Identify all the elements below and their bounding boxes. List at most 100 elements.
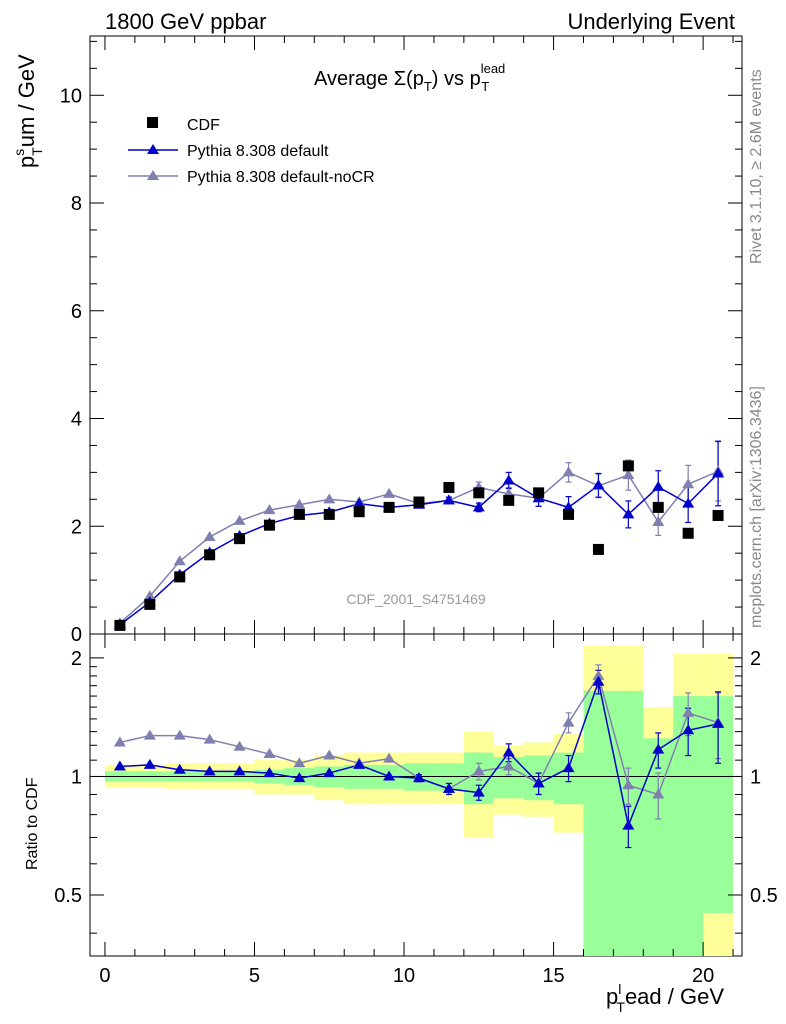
plot-title: Average Σ(pT) vs plead T: [314, 61, 505, 94]
ratio-ytick-label: 1: [71, 766, 82, 788]
ratio-ytick-label: 2: [71, 648, 82, 670]
main-ytick-label: 0: [71, 624, 82, 646]
ratio-point-triangle: [442, 782, 455, 793]
main-point-cdf: [652, 501, 664, 513]
main-point-triangle: [143, 590, 156, 601]
main-ytick-label: 4: [71, 409, 82, 431]
main-point-cdf: [174, 571, 186, 583]
main-axis-ticks: 0 2 4 6 8 10: [60, 36, 742, 646]
legend: CDF Pythia 8.308 default Pythia 8.308 de…: [128, 117, 375, 186]
main-point-triangle: [682, 478, 695, 489]
header-right-title: Underlying Event: [567, 9, 735, 34]
legend-marker-default: [147, 144, 159, 154]
main-point-triangle: [502, 474, 515, 485]
main-point-triangle: [562, 466, 575, 477]
main-series-layer: [113, 440, 725, 631]
main-point-triangle: [652, 515, 665, 526]
legend-label-default: Pythia 8.308 default: [187, 143, 329, 160]
main-point-triangle: [263, 504, 276, 515]
ratio-series-layer: [113, 664, 725, 849]
ratio-point-triangle: [712, 717, 725, 728]
ratio-point-triangle: [293, 757, 306, 768]
ratio-xlabel: pl Tead / GeV: [606, 981, 724, 1015]
main-point-triangle: [233, 514, 246, 525]
ratio-point-triangle: [293, 772, 306, 783]
ratio-point-triangle: [143, 729, 156, 740]
ratio-ytick-label-right: 0.5: [750, 885, 778, 907]
ratio-panel-frame: [89, 633, 743, 957]
ratio-xtick-label: 5: [249, 965, 260, 987]
ratio-point-triangle: [682, 724, 695, 735]
main-point-cdf: [533, 487, 545, 499]
ratio-ylabel: Ratio to CDF: [24, 777, 41, 870]
ratio-point-triangle: [592, 675, 605, 686]
ratio-xtick-label: 15: [542, 965, 564, 987]
legend-marker-cdf: [147, 117, 158, 128]
main-ylabel: ps Tum / GeV: [11, 54, 45, 168]
ratio-point-triangle: [412, 772, 425, 783]
ratio-point-triangle: [682, 706, 695, 717]
ratio-xtick-label: 0: [99, 965, 110, 987]
legend-label-nocr: Pythia 8.308 default-noCR: [187, 169, 375, 186]
ratio-band-green: [583, 690, 614, 956]
main-point-cdf: [563, 508, 575, 520]
legend-label-cdf: CDF: [187, 117, 220, 134]
main-point-cdf: [682, 527, 694, 539]
main-point-triangle: [323, 493, 336, 504]
main-point-cdf: [114, 619, 126, 631]
main-point-cdf: [263, 519, 275, 531]
main-point-triangle: [293, 498, 306, 509]
ratio-band-green: [643, 738, 674, 956]
ratio-point-triangle: [622, 819, 635, 830]
main-point-triangle: [383, 487, 396, 498]
ratio-point-triangle: [502, 746, 515, 757]
main-point-cdf: [473, 487, 485, 499]
main-point-cdf: [353, 506, 365, 518]
ratio-axis-ticks: 0.5 0.51 12 20 5 10 15 20: [54, 634, 778, 987]
main-ytick-label: 10: [60, 85, 82, 107]
main-point-triangle: [353, 497, 366, 508]
ratio-ytick-label-right: 2: [750, 648, 761, 670]
main-point-cdf: [592, 543, 604, 555]
ratio-point-triangle: [652, 788, 665, 799]
ratio-point-triangle: [383, 770, 396, 781]
analysis-watermark: CDF_2001_S4751469: [346, 591, 486, 607]
ratio-point-triangle: [323, 749, 336, 760]
main-point-triangle: [592, 479, 605, 490]
main-point-triangle: [173, 555, 186, 566]
main-point-cdf: [413, 496, 425, 508]
ratio-point-triangle: [263, 748, 276, 759]
ratio-point-triangle: [173, 729, 186, 740]
ratio-point-triangle: [502, 760, 515, 771]
ratio-point-triangle: [622, 779, 635, 790]
legend-marker-nocr: [147, 170, 159, 180]
ratio-point-triangle: [263, 767, 276, 778]
main-ytick-label: 6: [71, 301, 82, 323]
main-point-triangle: [682, 497, 695, 508]
main-point-cdf: [204, 549, 216, 561]
main-point-triangle: [622, 469, 635, 480]
main-point-cdf: [234, 533, 246, 545]
ratio-point-triangle: [562, 716, 575, 727]
ratio-ytick-label: 0.5: [54, 885, 82, 907]
mcplots-label: mcplots.cern.ch [arXiv:1306.3436]: [748, 386, 765, 628]
rivet-label: Rivet 3.1.10, ≥ 2.6M events: [748, 69, 765, 264]
ratio-point-triangle: [383, 752, 396, 763]
main-ytick-label: 8: [71, 193, 82, 215]
main-point-triangle: [442, 494, 455, 505]
ratio-xtick-label: 10: [393, 965, 415, 987]
ratio-point-triangle: [203, 733, 216, 744]
ratio-point-triangle: [592, 669, 605, 680]
ratio-point-triangle: [203, 765, 216, 776]
ratio-point-triangle: [113, 736, 126, 747]
ratio-uncertainty-bands: [90, 645, 742, 956]
main-point-triangle: [203, 531, 216, 542]
ratio-point-triangle: [532, 777, 545, 788]
main-point-cdf: [144, 598, 156, 610]
ratio-point-triangle: [472, 765, 485, 776]
ratio-point-triangle: [113, 760, 126, 771]
ratio-point-triangle: [652, 743, 665, 754]
main-point-cdf: [503, 494, 515, 506]
main-point-triangle: [712, 467, 725, 478]
